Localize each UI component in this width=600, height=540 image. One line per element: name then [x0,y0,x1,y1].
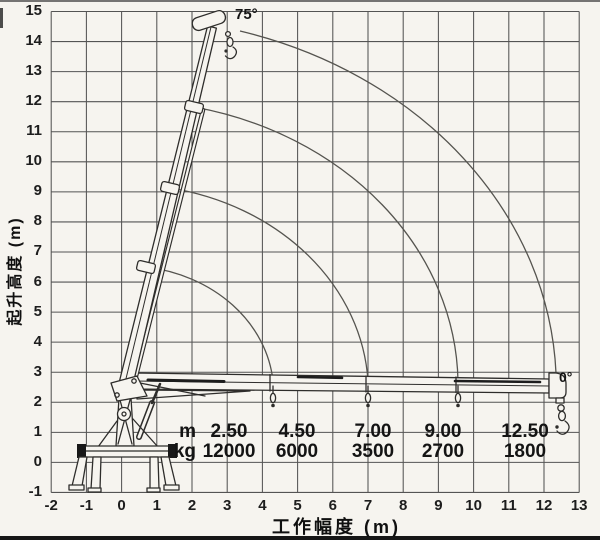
crane-column [97,375,162,448]
y-tick-label: 7 [33,242,42,260]
y-tick-label: 12 [25,92,42,110]
y-tick-label: 6 [33,272,42,290]
x-tick-label: 0 [117,496,126,514]
y-axis-title: 起升高度 (m) [7,216,24,326]
y-tick-label: -1 [28,482,42,500]
capacity-value: 2700 [421,441,465,462]
y-tick-label: 15 [25,2,42,19]
horizontal-boom [133,372,567,400]
x-tick-label: 12 [535,496,553,514]
capacity-value: 6000 [275,441,319,462]
y-tick-label: 9 [33,182,42,200]
outrigger-leg [71,456,88,487]
y-tick-label: 11 [26,122,42,140]
radius-value: 7.00 [354,421,392,442]
y-tick-label: 8 [33,212,42,230]
x-tick-label: 9 [434,496,443,514]
x-tick-label: -2 [44,496,58,514]
x-tick-label: 10 [465,496,482,514]
tip-arc-1 [145,266,274,382]
radius-value: 9.00 [424,421,462,442]
outrigger-base [68,444,180,493]
x-axis-title: 工作幅度 (m) [272,517,401,537]
x-tick-label: 5 [293,496,302,514]
y-tick-label: 0 [33,452,42,470]
x-tick-label: 11 [500,496,517,514]
boom-head-top [191,9,227,32]
x-tick-label: 8 [399,496,408,514]
x-tick-label: 3 [223,496,232,514]
radius-value: 4.50 [278,421,316,442]
tip-arc-2 [169,187,369,382]
boom-shackle [454,385,462,408]
capacity-value: 12000 [202,441,256,462]
tip-arc-4 [239,30,557,374]
x-tick-label: 1 [152,496,161,514]
boom-joint-collar [135,259,157,275]
hook-icon-top [224,30,238,60]
scan-artifact [0,8,3,28]
load-table-row-label-kg: kg [173,441,196,462]
x-tick-label: 13 [570,496,588,514]
y-tick-label: 4 [33,332,42,350]
boom-joint-collar [183,99,205,115]
y-tick-label: 3 [33,362,42,380]
radius-value: 2.50 [210,421,248,442]
scan-edge-top [0,0,600,2]
y-tick-label: 1 [33,422,42,440]
boom-shackle [364,385,372,408]
column-circle [116,406,132,422]
y-tick-label: 5 [33,302,42,320]
raised-boom [116,9,227,399]
hook-icon-right [555,397,570,435]
y-tick-label: 14 [25,32,42,50]
x-tick-label: 2 [187,496,197,514]
y-tick-label: 2 [33,392,42,410]
boom-tip-arcs [145,30,557,382]
radius-value: 12.50 [501,421,549,442]
tip-arc-3 [193,106,459,382]
outrigger-leg [90,456,102,490]
boom-joint-collar [159,180,181,196]
boom-shackle [269,385,277,408]
max-angle-label: 75° [235,6,258,23]
min-angle-label: 0° [559,369,573,385]
x-tick-label: 7 [363,496,373,514]
y-tick-label: 13 [25,62,42,80]
x-tick-label: 6 [328,496,337,514]
capacity-value: 3500 [351,441,395,462]
crane-illustration [68,9,570,493]
x-tick-label: -1 [79,496,94,514]
y-tick-label: 10 [25,152,42,170]
capacity-value: 1800 [503,441,547,462]
load-table-row-label-m: m [179,421,196,442]
scan-edge-bottom [0,536,600,540]
x-tick-label: 4 [258,496,267,514]
